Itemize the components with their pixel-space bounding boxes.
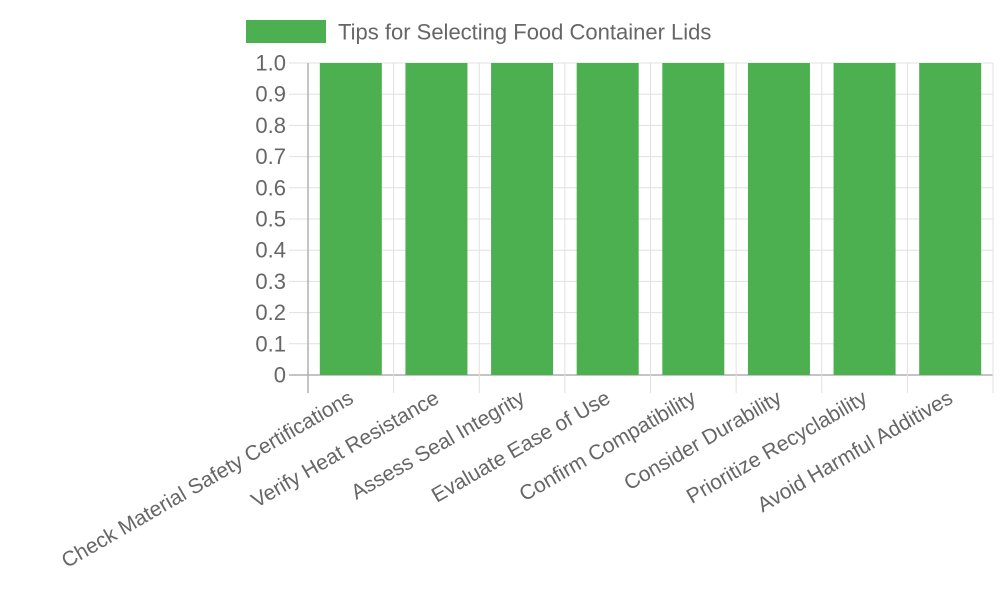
bar-7 <box>833 63 896 375</box>
bar-1 <box>319 63 382 375</box>
legend-label: Tips for Selecting Food Container Lids <box>338 20 711 45</box>
y-tick-label: 0.3 <box>255 269 286 294</box>
y-tick-label: 0 <box>274 363 286 388</box>
y-tick-label: 0.4 <box>255 238 286 263</box>
y-tick-label: 0.1 <box>255 331 286 356</box>
legend[interactable]: Tips for Selecting Food Container Lids <box>246 20 711 45</box>
y-tick-label: 0.6 <box>255 175 286 200</box>
bar-3 <box>491 63 554 375</box>
bar-6 <box>747 63 810 375</box>
y-tick-label: 0.8 <box>255 113 286 138</box>
bar-4 <box>576 63 639 375</box>
y-axis-ticks: 0 0.1 0.2 0.3 0.4 0.5 0.6 0.7 0.8 0.9 1.0 <box>255 51 286 388</box>
x-axis-ticks: Check Material Safety CertificationsVeri… <box>58 386 957 572</box>
y-tick-label: 0.7 <box>255 144 286 169</box>
y-tick-label: 0.9 <box>255 82 286 107</box>
bars <box>319 63 982 375</box>
bar-8 <box>919 63 982 375</box>
bar-2 <box>405 63 468 375</box>
bar-5 <box>662 63 725 375</box>
legend-swatch <box>246 20 326 43</box>
y-tick-label: 1.0 <box>255 51 286 76</box>
y-tick-label: 0.2 <box>255 300 286 325</box>
y-tick-label: 0.5 <box>255 207 286 232</box>
